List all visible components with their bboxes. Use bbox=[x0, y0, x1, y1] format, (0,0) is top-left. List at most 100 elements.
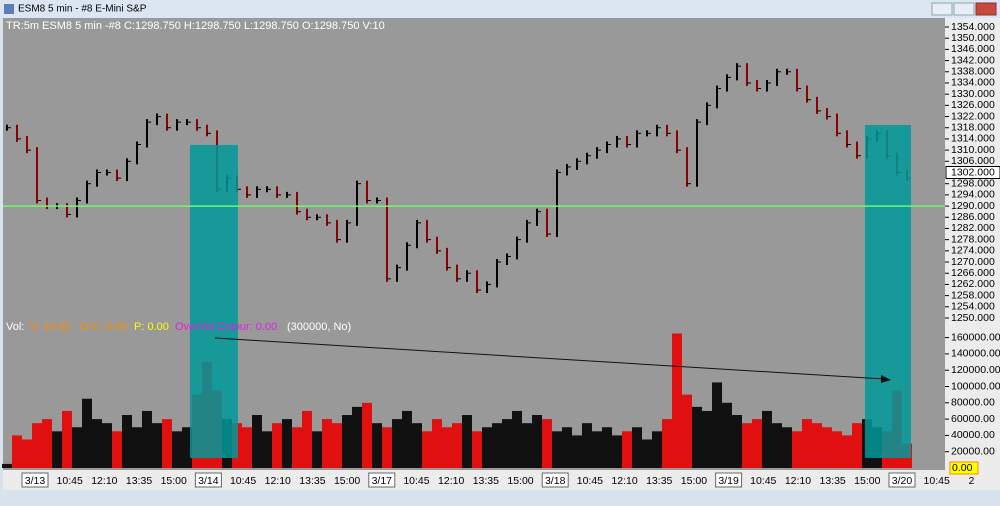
time-label: 13:35 bbox=[819, 475, 845, 487]
time-label: 3/14 bbox=[198, 475, 219, 487]
volume-bar bbox=[12, 435, 22, 468]
vol-legend-overvol: OverVol Colour: 0.00 bbox=[175, 321, 277, 333]
date-label-box bbox=[888, 472, 916, 488]
volume-bar bbox=[822, 427, 832, 468]
volume-bar bbox=[772, 423, 782, 468]
volume-bar bbox=[182, 427, 192, 468]
volume-bar bbox=[282, 419, 292, 468]
volume-bar bbox=[392, 419, 402, 468]
price-axis-panel bbox=[945, 18, 1000, 490]
time-label: 3/19 bbox=[718, 475, 739, 487]
price-tick-label: 1258.000 bbox=[951, 289, 995, 301]
volume-bar bbox=[802, 419, 812, 468]
volume-tick-label: 140000.00 bbox=[951, 348, 1000, 360]
volume-bar bbox=[112, 431, 122, 468]
maximize-button[interactable] bbox=[953, 2, 975, 16]
date-label-box bbox=[541, 472, 569, 488]
time-label: 12:10 bbox=[611, 475, 637, 487]
minimize-button[interactable] bbox=[931, 2, 953, 16]
volume-bar bbox=[722, 402, 732, 468]
price-tick-label: 1270.000 bbox=[951, 256, 995, 268]
volume-bar bbox=[842, 435, 852, 468]
price-tick-label: 1338.000 bbox=[951, 66, 995, 78]
volume-bar bbox=[732, 415, 742, 468]
volume-bar bbox=[42, 419, 52, 468]
arrow-line bbox=[214, 337, 885, 380]
current-price-box bbox=[945, 166, 1000, 179]
vol-legend-v: V: 10.00 bbox=[30, 321, 71, 333]
highlight-box bbox=[865, 125, 911, 458]
volume-bar bbox=[92, 419, 102, 468]
volume-tick-label: 80000.00 bbox=[951, 397, 995, 409]
date-label-box bbox=[368, 472, 396, 488]
volume-bar bbox=[372, 423, 382, 468]
volume-bar bbox=[622, 431, 632, 468]
volume-bar bbox=[322, 419, 332, 468]
volume-bar bbox=[532, 415, 542, 468]
price-tick-label: 1322.000 bbox=[951, 110, 995, 122]
volume-bar bbox=[152, 423, 162, 468]
time-label: 13:35 bbox=[473, 475, 499, 487]
volume-bar bbox=[22, 439, 32, 468]
time-label: 2 bbox=[968, 475, 974, 487]
time-label: 15:00 bbox=[161, 475, 187, 487]
volume-bar bbox=[142, 410, 152, 468]
price-tick-label: 1290.000 bbox=[951, 200, 995, 212]
price-tick-label: 1286.000 bbox=[951, 211, 995, 223]
vol-legend-label: Vol: bbox=[6, 321, 24, 333]
volume-bar bbox=[832, 431, 842, 468]
price-tick-label: 1342.000 bbox=[951, 54, 995, 66]
price-tick-label: 1254.000 bbox=[951, 301, 995, 313]
volume-bar bbox=[602, 427, 612, 468]
volume-bar bbox=[542, 419, 552, 468]
time-axis-panel bbox=[3, 470, 945, 490]
time-label: 15:00 bbox=[334, 475, 360, 487]
volume-bar bbox=[2, 463, 12, 468]
volume-bar bbox=[642, 439, 652, 468]
time-label: 10:45 bbox=[750, 475, 776, 487]
volume-bar bbox=[272, 423, 282, 468]
price-tick-label: 1314.000 bbox=[951, 133, 995, 145]
volume-bar bbox=[452, 423, 462, 468]
volume-bar bbox=[752, 419, 762, 468]
date-label-box bbox=[194, 472, 222, 488]
time-label: 12:10 bbox=[438, 475, 464, 487]
time-label: 15:00 bbox=[507, 475, 533, 487]
volume-bar bbox=[522, 423, 532, 468]
volume-bar bbox=[682, 394, 692, 468]
volume-bar bbox=[742, 423, 752, 468]
volume-bar bbox=[82, 398, 92, 468]
volume-bar bbox=[382, 427, 392, 468]
volume-bar bbox=[172, 431, 182, 468]
price-tick-label: 1350.000 bbox=[951, 32, 995, 44]
close-button[interactable] bbox=[975, 2, 997, 16]
price-tick-label: 1262.000 bbox=[951, 278, 995, 290]
volume-bar bbox=[612, 435, 622, 468]
volume-tick-label: 120000.00 bbox=[951, 364, 1000, 376]
volume-bar bbox=[512, 410, 522, 468]
volume-bar bbox=[812, 423, 822, 468]
volume-tick-label: 100000.00 bbox=[951, 380, 1000, 392]
volume-current-box bbox=[949, 461, 979, 475]
volume-bar bbox=[442, 427, 452, 468]
volume-bar bbox=[32, 423, 42, 468]
volume-bar bbox=[562, 427, 572, 468]
time-label: 12:10 bbox=[91, 475, 117, 487]
app-icon bbox=[4, 4, 14, 14]
time-label: 15:00 bbox=[681, 475, 707, 487]
date-label-box bbox=[21, 472, 49, 488]
volume-bar bbox=[72, 427, 82, 468]
volume-tick-label: 60000.00 bbox=[951, 413, 995, 425]
volume-bar bbox=[662, 419, 672, 468]
price-tick-label: 1334.000 bbox=[951, 77, 995, 89]
time-label: 3/20 bbox=[892, 475, 913, 487]
volume-bar bbox=[342, 415, 352, 468]
volume-bar bbox=[122, 415, 132, 468]
time-label: 13:35 bbox=[646, 475, 672, 487]
volume-bar bbox=[592, 431, 602, 468]
time-label: 10:45 bbox=[403, 475, 429, 487]
time-label: 15:00 bbox=[854, 475, 880, 487]
price-tick-label: 1294.000 bbox=[951, 189, 995, 201]
volume-bar bbox=[572, 435, 582, 468]
price-tick-label: 1282.000 bbox=[951, 222, 995, 234]
